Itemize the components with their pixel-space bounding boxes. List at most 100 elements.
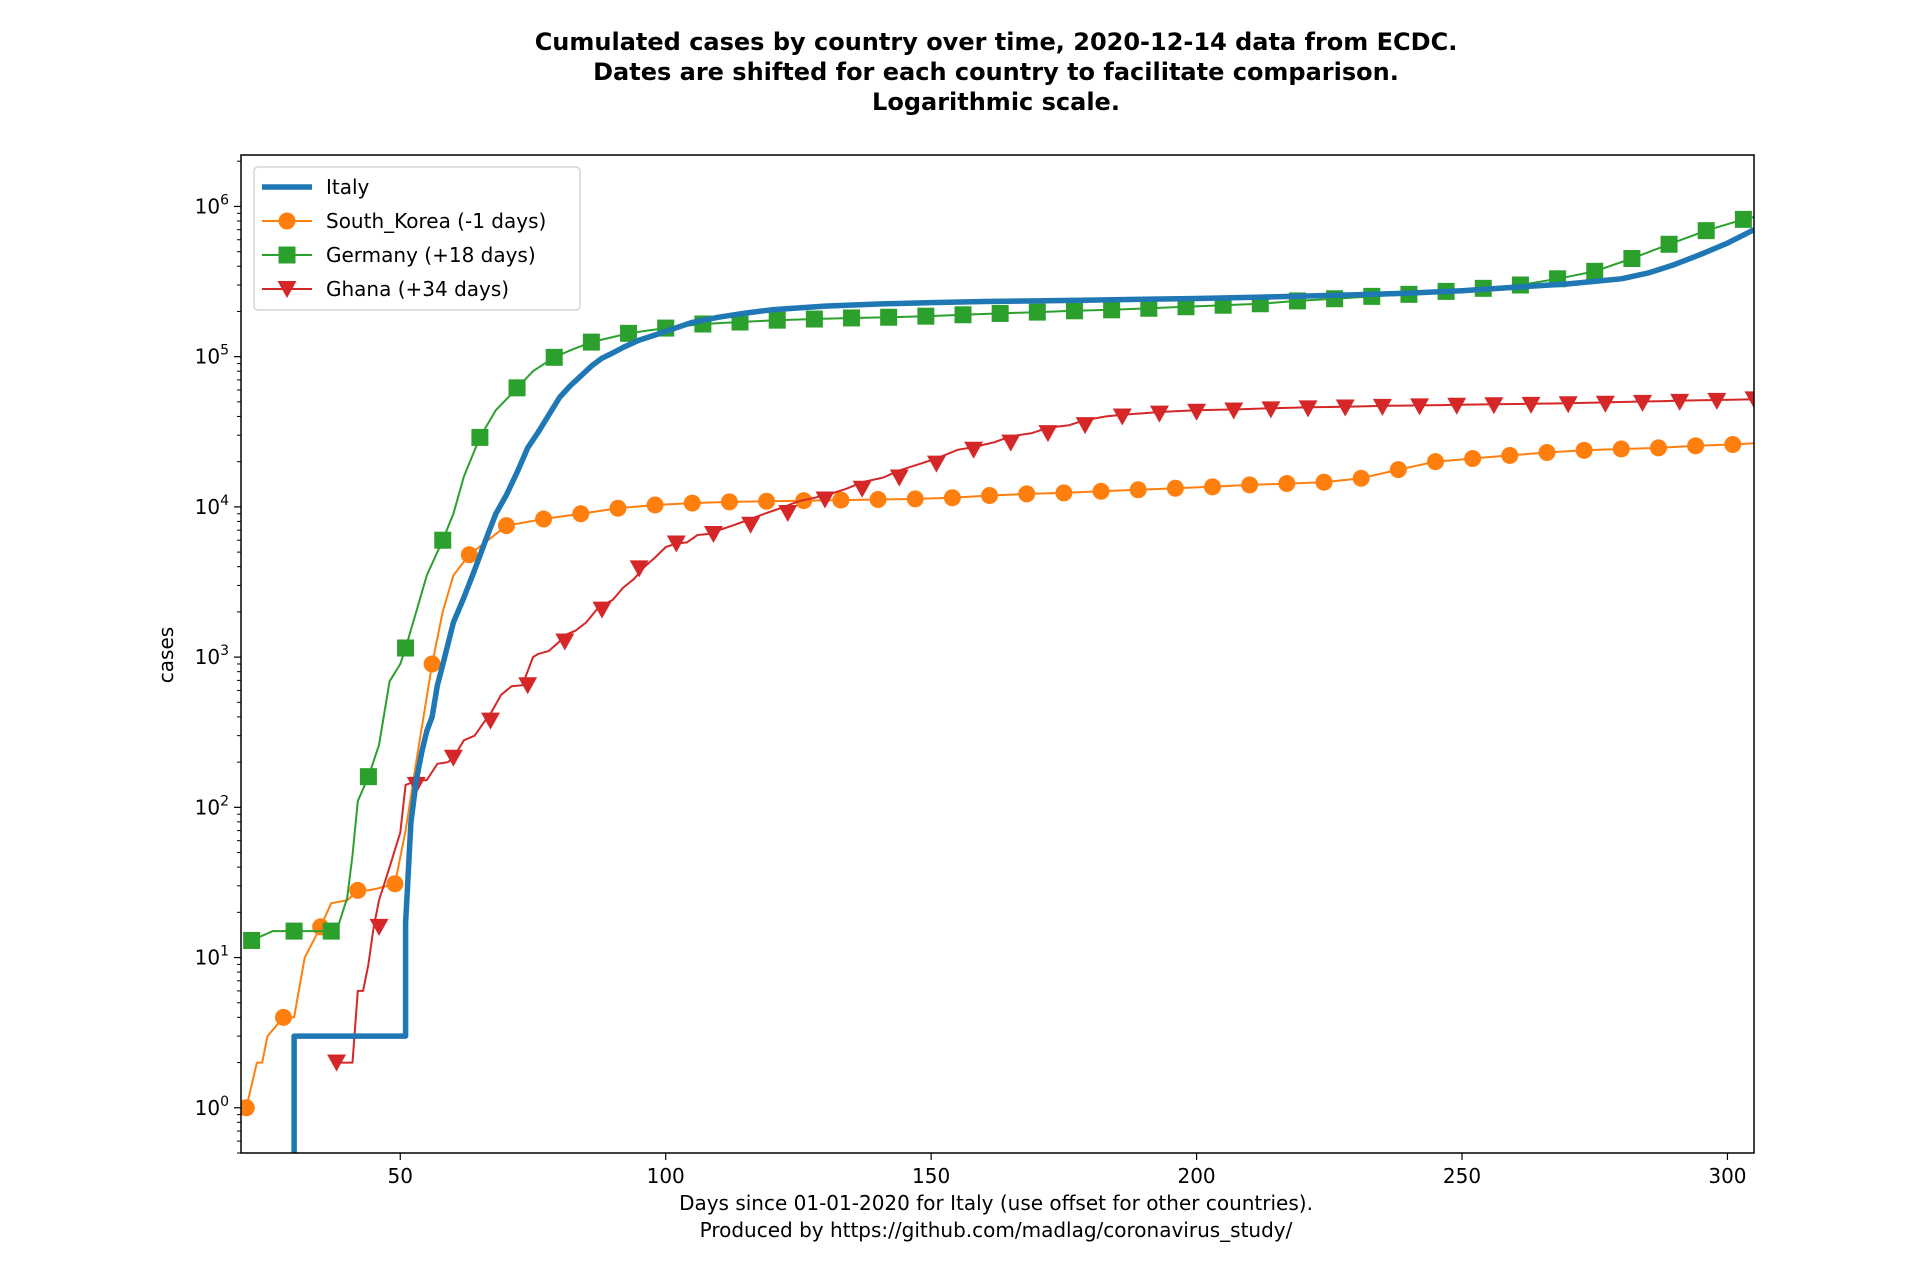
data-point-south-korea-1-days	[423, 655, 441, 673]
data-point-south-korea-1-days	[869, 490, 887, 508]
data-point-south-korea-1-days	[981, 487, 999, 505]
data-point-south-korea-1-days	[1166, 479, 1184, 497]
data-point-ghana-34-days	[852, 480, 872, 498]
data-point-ghana-34-days	[481, 712, 501, 730]
data-point-ghana-34-days	[889, 469, 909, 487]
data-point-ghana-34-days	[1149, 405, 1169, 423]
data-point-germany-18-days	[1214, 296, 1232, 314]
data-point-ghana-34-days	[592, 601, 612, 619]
y-tick-label: 101	[195, 944, 229, 970]
y-tick-label: 105	[195, 343, 229, 369]
data-point-germany-18-days	[991, 304, 1009, 322]
chart-title-line-1: Cumulated cases by country over time, 20…	[535, 28, 1458, 56]
data-point-south-korea-1-days	[1649, 439, 1667, 457]
legend-entry-germany-18-days: Germany (+18 days)	[262, 243, 536, 267]
series-line-italy	[291, 227, 1754, 1153]
data-point-germany-18-days	[917, 307, 935, 325]
data-point-germany-18-days	[1586, 262, 1604, 280]
series-south-korea-1-days	[241, 436, 1754, 1117]
series-layer	[241, 210, 1754, 1153]
axes-layer: 50 100 150 200 250 300 100 101 102 103 104 105 106	[195, 154, 1755, 1188]
data-point-south-korea-1-days	[646, 496, 664, 514]
data-point-south-korea-1-days	[1575, 441, 1593, 459]
data-point-ghana-34-days	[518, 677, 538, 695]
plot-frame	[240, 154, 1755, 1154]
data-point-ghana-34-days	[629, 560, 649, 578]
data-point-south-korea-1-days	[758, 492, 776, 510]
data-point-ghana-34-days	[1447, 397, 1467, 415]
series-ghana-34-days	[327, 391, 1754, 1072]
x-tick-label: 300	[1708, 1164, 1746, 1188]
data-point-south-korea-1-days	[832, 491, 850, 509]
data-point-south-korea-1-days	[1092, 482, 1110, 500]
data-point-south-korea-1-days	[460, 546, 478, 564]
x-tick-label: 50	[388, 1164, 413, 1188]
data-point-ghana-34-days	[1112, 408, 1132, 426]
data-point-germany-18-days	[954, 306, 972, 324]
data-point-germany-18-days	[359, 768, 377, 786]
data-point-south-korea-1-days	[535, 510, 553, 528]
legend-box	[253, 166, 581, 311]
data-point-germany-18-days	[471, 428, 489, 446]
legend-label: South_Korea (-1 days)	[326, 209, 546, 233]
data-point-south-korea-1-days	[1687, 437, 1705, 455]
legend-entry-south-korea-1-days: South_Korea (-1 days)	[262, 209, 546, 233]
data-point-ghana-34-days	[1744, 391, 1754, 409]
y-tick-label: 100	[195, 1094, 229, 1120]
data-point-germany-18-days	[434, 531, 452, 549]
series-italy	[291, 227, 1754, 1153]
legend-swatch-marker	[278, 246, 296, 264]
data-point-ghana-34-days	[1670, 393, 1690, 411]
data-point-ghana-34-days	[1298, 400, 1318, 418]
data-point-ghana-34-days	[1484, 397, 1504, 415]
data-point-ghana-34-days	[666, 535, 686, 553]
data-point-germany-18-days	[1660, 235, 1678, 253]
data-point-ghana-34-days	[1372, 398, 1392, 416]
data-point-ghana-34-days	[1410, 398, 1430, 416]
data-point-south-korea-1-days	[241, 1099, 255, 1117]
data-point-ghana-34-days	[1261, 401, 1281, 419]
data-point-ghana-34-days	[1075, 417, 1095, 435]
data-point-ghana-34-days	[1633, 394, 1653, 412]
data-point-south-korea-1-days	[497, 517, 515, 535]
y-axis-label: cases	[154, 627, 178, 683]
series-line-ghana-34-days	[336, 398, 1754, 1064]
data-point-ghana-34-days	[741, 516, 761, 534]
x-axis-label-line-1: Days since 01-01-2020 for Italy (use off…	[679, 1191, 1313, 1215]
data-point-ghana-34-days	[815, 491, 835, 509]
data-point-ghana-34-days	[369, 918, 389, 936]
data-point-south-korea-1-days	[1129, 481, 1147, 499]
x-tick-label: 200	[1177, 1164, 1215, 1188]
data-point-germany-18-days	[1140, 299, 1158, 317]
data-point-south-korea-1-days	[1426, 453, 1444, 471]
data-point-ghana-34-days	[778, 505, 798, 523]
x-axis-label-line-2: Produced by https://github.com/madlag/co…	[700, 1218, 1293, 1242]
legend-label: Ghana (+34 days)	[326, 277, 509, 301]
data-point-ghana-34-days	[1558, 396, 1578, 414]
data-point-south-korea-1-days	[274, 1008, 292, 1026]
data-point-south-korea-1-days	[572, 505, 590, 523]
data-point-germany-18-days	[285, 922, 303, 940]
data-point-south-korea-1-days	[720, 493, 738, 511]
data-point-ghana-34-days	[1038, 425, 1058, 443]
y-tick-label: 103	[195, 643, 229, 669]
data-point-ghana-34-days	[926, 455, 946, 473]
y-tick-label: 102	[195, 793, 229, 819]
data-point-south-korea-1-days	[683, 494, 701, 512]
data-point-ghana-34-days	[1224, 402, 1244, 420]
data-point-ghana-34-days	[555, 633, 575, 651]
data-point-ghana-34-days	[1707, 392, 1727, 410]
data-point-south-korea-1-days	[1352, 469, 1370, 487]
data-point-south-korea-1-days	[1055, 484, 1073, 502]
data-point-south-korea-1-days	[1018, 485, 1036, 503]
data-point-ghana-34-days	[443, 749, 463, 767]
data-point-germany-18-days	[243, 931, 261, 949]
data-point-south-korea-1-days	[1538, 444, 1556, 462]
data-point-germany-18-days	[508, 379, 526, 397]
chart-title: Cumulated cases by country over time, 20…	[535, 28, 1458, 116]
data-point-ghana-34-days	[964, 441, 984, 459]
data-point-ghana-34-days	[1187, 403, 1207, 421]
data-point-ghana-34-days	[1595, 395, 1615, 413]
data-point-germany-18-days	[1697, 222, 1715, 240]
legend-swatch-marker	[277, 281, 297, 298]
